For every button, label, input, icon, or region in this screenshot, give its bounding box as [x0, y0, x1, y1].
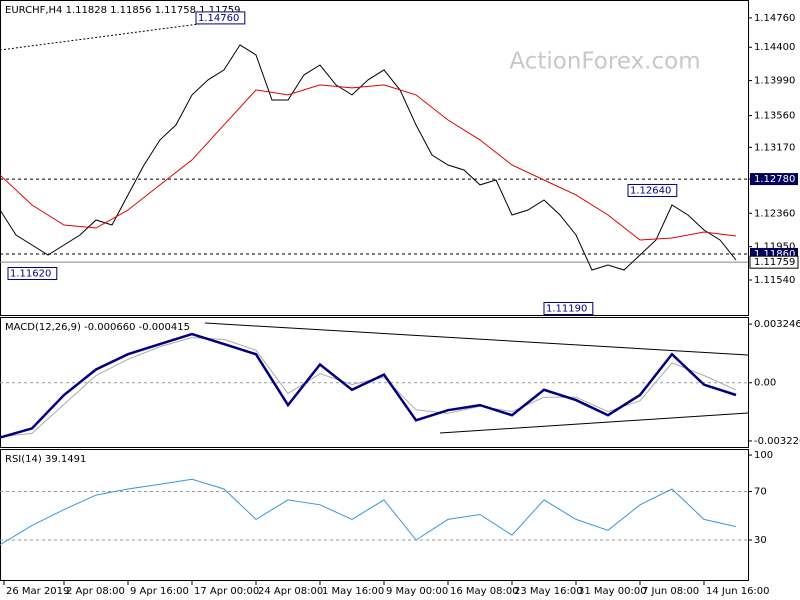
panel-frame [0, 0, 749, 316]
series-line [0, 478, 737, 546]
series-line [0, 332, 737, 439]
y-tick-label: 1.13170 [754, 142, 795, 153]
x-tick-label: 16 May 08:00 [450, 586, 519, 597]
x-tick-label: 31 May 00:00 [578, 586, 647, 597]
y-tick-label: 1.13560 [754, 111, 795, 122]
y-tick-label: 1.11540 [754, 275, 795, 286]
last-price-label: 1.11759 [754, 257, 795, 268]
price-annotation: 1.11620 [10, 268, 51, 279]
y-tick-label: 100 [754, 450, 773, 461]
x-tick-label: 7 Jun 08:00 [642, 586, 699, 597]
level-label: 1.11860 [754, 249, 795, 260]
panel-title: MACD(12,26,9) -0.000660 -0.000415 [5, 322, 190, 333]
y-tick-label: 30 [754, 535, 767, 546]
x-tick-label: 9 Apr 16:00 [130, 586, 189, 597]
level-label: 1.12780 [754, 174, 795, 185]
x-tick-label: 2 Apr 08:00 [66, 586, 125, 597]
series-line [0, 44, 737, 271]
price-annotation: 1.14760 [198, 13, 239, 24]
x-tick-label: 17 Apr 00:00 [194, 586, 259, 597]
x-tick-label: 9 May 00:00 [386, 586, 448, 597]
macd-trend-line [439, 412, 749, 434]
price-annotation: 1.11190 [546, 303, 587, 314]
x-tick-label: 24 Apr 08:00 [258, 586, 323, 597]
watermark: ActionForex.com [509, 49, 700, 75]
price-annotation-box [195, 11, 246, 25]
panel-title: RSI(14) 39.1491 [5, 454, 86, 465]
level-label-box [750, 173, 798, 186]
y-tick-label: 0.003246 [754, 319, 800, 330]
x-tick-label: 14 Jun 16:00 [706, 586, 770, 597]
y-tick-label: 70 [754, 486, 767, 497]
price-annotation: 1.12640 [630, 185, 671, 196]
price-annotation-box [543, 301, 594, 315]
y-tick-label: 1.11950 [754, 242, 795, 253]
macd-trend-line [204, 322, 749, 356]
y-tick-label: 1.14760 [754, 13, 795, 24]
panel-frame [0, 449, 749, 581]
x-tick-label: 26 Mar 2019 [6, 586, 69, 597]
price-annotation-box [627, 183, 678, 197]
y-tick-label: -0.003226 [754, 436, 800, 447]
y-tick-label: 1.13990 [754, 76, 795, 87]
x-tick-label: 1 May 16:00 [322, 586, 384, 597]
y-tick-label: 1.12360 [754, 208, 795, 219]
x-tick-label: 23 May 16:00 [514, 586, 583, 597]
panel-title: EURCHF,H4 1.11828 1.11856 1.11758 1.1175… [5, 5, 241, 16]
y-tick-label: 0.00 [754, 378, 776, 389]
price-annotation-box [7, 266, 58, 280]
last-price-box [749, 255, 799, 269]
series-line [0, 84, 737, 241]
y-tick-label: 1.14400 [754, 42, 795, 53]
